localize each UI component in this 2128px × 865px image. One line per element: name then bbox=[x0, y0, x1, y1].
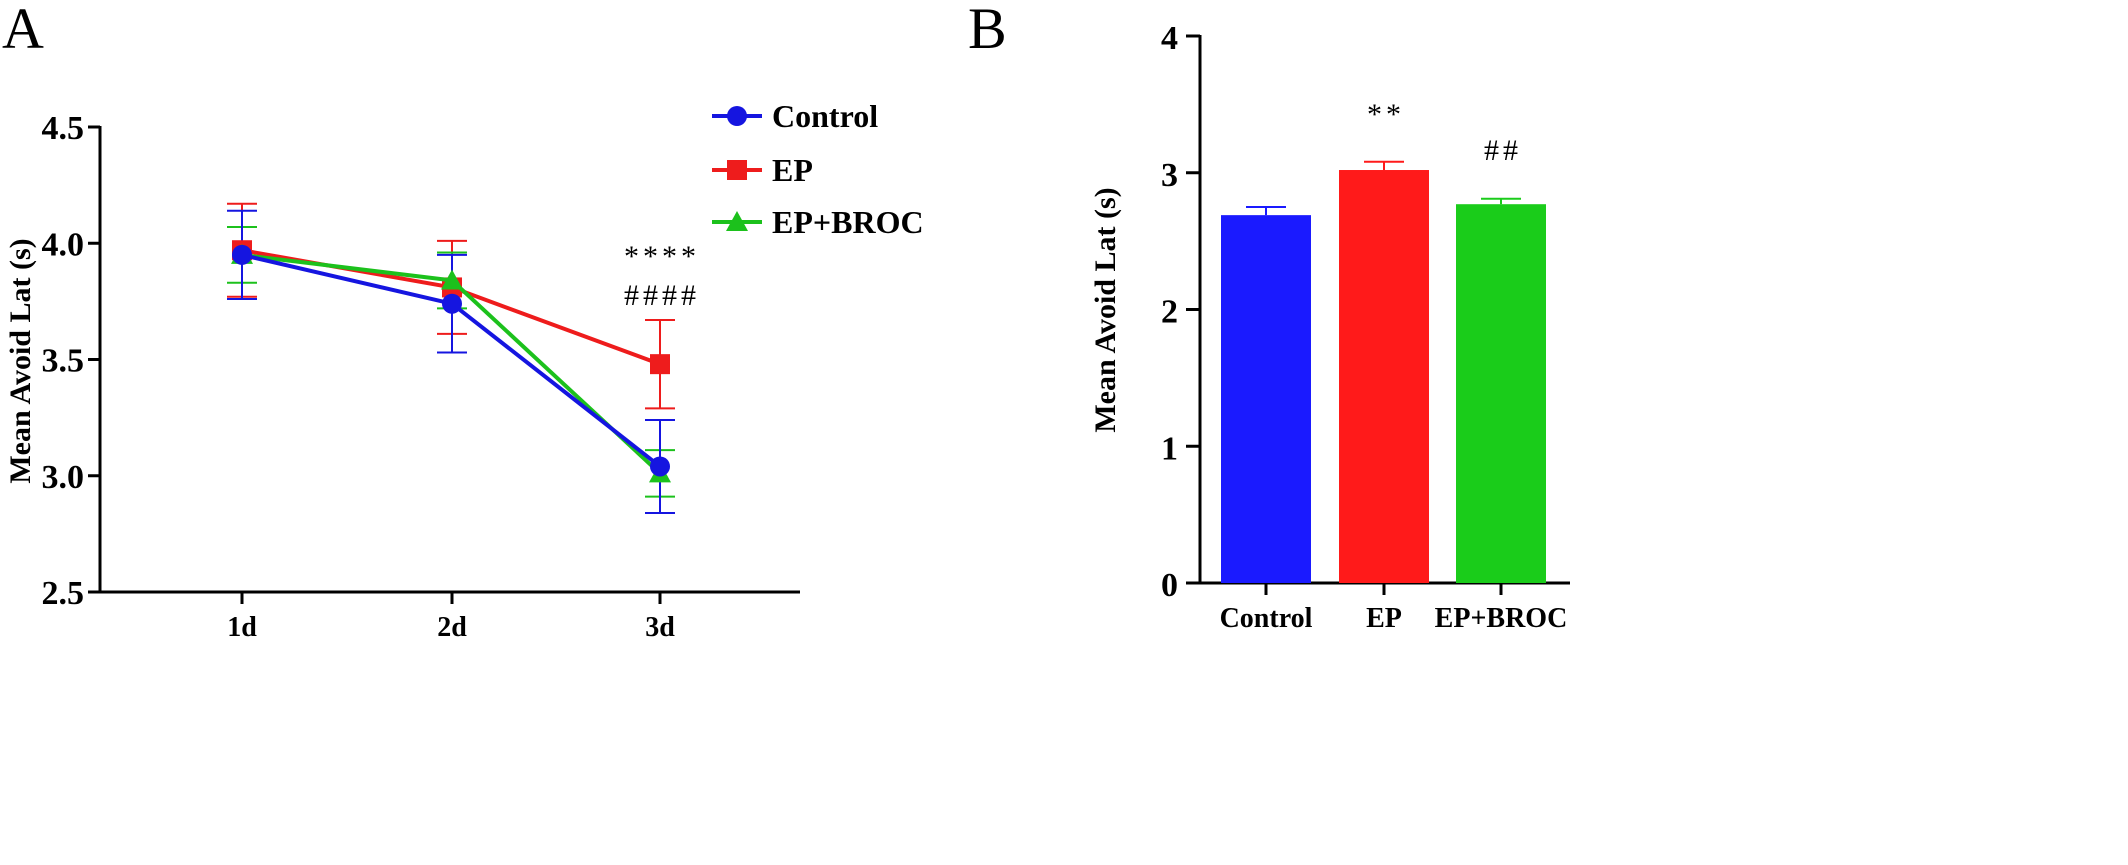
annotations-b: ** ## bbox=[1367, 98, 1522, 167]
bar-control bbox=[1221, 215, 1311, 583]
x-ticks-a: 1d 2d 3d bbox=[227, 592, 675, 643]
bar-chart-b: Mean Avoid Lat (s) 0 1 2 3 4 Control EP EP+BRO… bbox=[1089, 20, 1570, 634]
x-tick-label-b: EP+BROC bbox=[1435, 603, 1568, 634]
line-chart-a: Mean Avoid Lat (s) 2.5 3.0 3.5 4.0 4.5 1d 2d 3… bbox=[4, 98, 924, 643]
y-ticks-a: 2.5 3.0 3.5 4.0 4.5 bbox=[42, 110, 100, 612]
y-tick-label-a: 3.0 bbox=[42, 459, 85, 496]
annotations-a: **** #### bbox=[624, 240, 700, 312]
significance-hash-a: #### bbox=[624, 279, 700, 312]
x-tick-label-b: EP bbox=[1366, 603, 1402, 634]
y-tick-label-b: 0 bbox=[1161, 567, 1178, 604]
y-tick-label-b: 4 bbox=[1161, 20, 1178, 57]
y-ticks-b: 0 1 2 3 4 bbox=[1161, 20, 1200, 604]
legend-label-control: Control bbox=[772, 98, 878, 134]
x-tick-label-a: 1d bbox=[227, 612, 257, 643]
legend-a: Control EP EP+BROC bbox=[712, 98, 924, 240]
y-tick-label-b: 1 bbox=[1161, 430, 1178, 467]
panel-letter-b: B bbox=[968, 0, 1007, 61]
significance-stars-b: ** bbox=[1367, 98, 1405, 131]
data-point-ep-broc bbox=[441, 269, 463, 290]
bar-ep-broc bbox=[1456, 204, 1546, 583]
axes-a bbox=[98, 126, 800, 594]
y-tick-label-a: 2.5 bbox=[42, 575, 85, 612]
data-point-control bbox=[650, 456, 670, 477]
y-tick-label-b: 2 bbox=[1161, 294, 1178, 331]
y-tick-label-a: 4.0 bbox=[42, 226, 85, 263]
series-group-a bbox=[227, 202, 675, 514]
legend-marker-ep bbox=[727, 160, 747, 180]
legend-label-ep-broc: EP+BROC bbox=[772, 204, 924, 240]
data-point-ep bbox=[650, 354, 670, 375]
legend-marker-ep-broc bbox=[726, 211, 748, 231]
legend-label-ep: EP bbox=[772, 152, 813, 188]
x-ticks-b: Control EP EP+BROC bbox=[1220, 583, 1568, 634]
y-tick-label-a: 3.5 bbox=[42, 343, 85, 380]
bars-b bbox=[1221, 160, 1546, 583]
bar-ep bbox=[1339, 170, 1429, 583]
data-point-control bbox=[232, 244, 252, 265]
x-tick-label-b: Control bbox=[1220, 603, 1313, 634]
y-axis-label-a: Mean Avoid Lat (s) bbox=[4, 238, 37, 483]
x-tick-label-a: 3d bbox=[645, 612, 675, 643]
significance-stars-a: **** bbox=[624, 240, 700, 273]
significance-hash-b: ## bbox=[1484, 134, 1522, 167]
y-axis-label-b: Mean Avoid Lat (s) bbox=[1089, 187, 1122, 432]
data-point-control bbox=[442, 293, 462, 314]
error-bars-control bbox=[227, 209, 675, 514]
x-tick-label-a: 2d bbox=[437, 612, 467, 643]
panel-letter-a: A bbox=[2, 0, 44, 61]
y-tick-label-b: 3 bbox=[1161, 157, 1178, 194]
legend-marker-control bbox=[727, 106, 747, 126]
y-tick-label-a: 4.5 bbox=[42, 110, 85, 147]
